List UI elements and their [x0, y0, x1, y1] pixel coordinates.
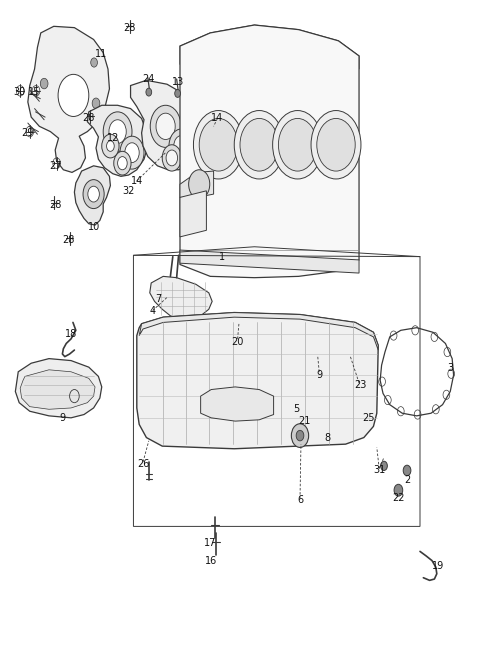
Circle shape [150, 105, 181, 147]
Text: 5: 5 [293, 404, 300, 415]
Circle shape [88, 186, 99, 202]
Polygon shape [297, 336, 342, 382]
Circle shape [234, 111, 284, 179]
Circle shape [40, 78, 48, 89]
Polygon shape [180, 250, 359, 273]
Text: 30: 30 [13, 87, 25, 97]
Text: 28: 28 [49, 200, 61, 211]
Text: 10: 10 [87, 222, 100, 232]
Polygon shape [131, 80, 204, 170]
Circle shape [381, 461, 387, 470]
Circle shape [92, 98, 100, 109]
Circle shape [125, 143, 139, 163]
Text: 19: 19 [432, 561, 444, 571]
Circle shape [199, 118, 238, 171]
Polygon shape [139, 313, 378, 350]
Circle shape [189, 170, 210, 199]
Circle shape [291, 424, 309, 447]
Text: 8: 8 [325, 432, 331, 443]
Text: 22: 22 [392, 493, 405, 503]
Circle shape [350, 353, 358, 364]
Circle shape [175, 89, 180, 97]
Text: 12: 12 [107, 133, 119, 143]
Text: 32: 32 [122, 186, 135, 196]
Circle shape [278, 118, 317, 171]
Polygon shape [180, 25, 359, 69]
Text: 11: 11 [95, 49, 107, 59]
Text: 24: 24 [143, 74, 155, 84]
Text: 28: 28 [62, 235, 75, 245]
Text: 13: 13 [171, 77, 184, 88]
Circle shape [174, 136, 189, 157]
Text: 1: 1 [219, 251, 225, 262]
Circle shape [273, 111, 323, 179]
Polygon shape [150, 276, 212, 319]
Circle shape [58, 74, 89, 116]
Circle shape [83, 180, 104, 209]
Circle shape [394, 484, 403, 496]
Polygon shape [180, 191, 206, 237]
Circle shape [205, 122, 219, 141]
Polygon shape [28, 26, 109, 172]
Polygon shape [87, 105, 148, 176]
Circle shape [296, 430, 304, 441]
Text: 23: 23 [354, 380, 366, 390]
Circle shape [240, 118, 278, 171]
Text: 28: 28 [83, 113, 95, 124]
Text: 4: 4 [150, 306, 156, 316]
Circle shape [118, 157, 127, 170]
Text: 20: 20 [231, 337, 244, 347]
Polygon shape [74, 166, 110, 225]
Text: 29: 29 [22, 128, 34, 138]
Text: 3: 3 [447, 363, 453, 374]
Circle shape [103, 112, 132, 151]
Circle shape [317, 118, 355, 171]
Circle shape [166, 150, 178, 166]
Text: 17: 17 [204, 538, 216, 548]
Polygon shape [180, 171, 214, 197]
Circle shape [114, 151, 131, 175]
Circle shape [146, 88, 152, 96]
Text: 26: 26 [137, 459, 149, 469]
Circle shape [169, 129, 194, 163]
Circle shape [356, 400, 362, 409]
Text: 9: 9 [60, 413, 65, 423]
Text: 16: 16 [205, 555, 217, 566]
Text: 7: 7 [155, 294, 162, 305]
Polygon shape [137, 313, 378, 449]
Text: 6: 6 [297, 495, 303, 505]
Circle shape [156, 113, 175, 139]
Circle shape [403, 465, 411, 476]
Circle shape [109, 120, 126, 143]
Polygon shape [180, 25, 359, 278]
Text: 27: 27 [49, 161, 61, 171]
Circle shape [120, 136, 144, 169]
Circle shape [193, 111, 243, 179]
Circle shape [107, 141, 114, 151]
Text: 31: 31 [373, 465, 385, 476]
Polygon shape [335, 343, 351, 370]
Circle shape [162, 145, 181, 171]
Polygon shape [15, 359, 102, 418]
Text: 18: 18 [65, 329, 77, 340]
Text: 14: 14 [131, 176, 143, 186]
Text: 14: 14 [211, 113, 224, 124]
Text: 2: 2 [404, 475, 410, 486]
Text: 28: 28 [123, 22, 136, 33]
Circle shape [91, 58, 97, 67]
Circle shape [200, 115, 224, 148]
Circle shape [102, 134, 119, 158]
Circle shape [311, 111, 361, 179]
Text: 25: 25 [362, 413, 375, 423]
Polygon shape [201, 387, 274, 421]
Text: 21: 21 [299, 416, 311, 426]
Polygon shape [20, 370, 95, 409]
Text: 9: 9 [316, 370, 322, 380]
Text: 15: 15 [28, 87, 41, 97]
